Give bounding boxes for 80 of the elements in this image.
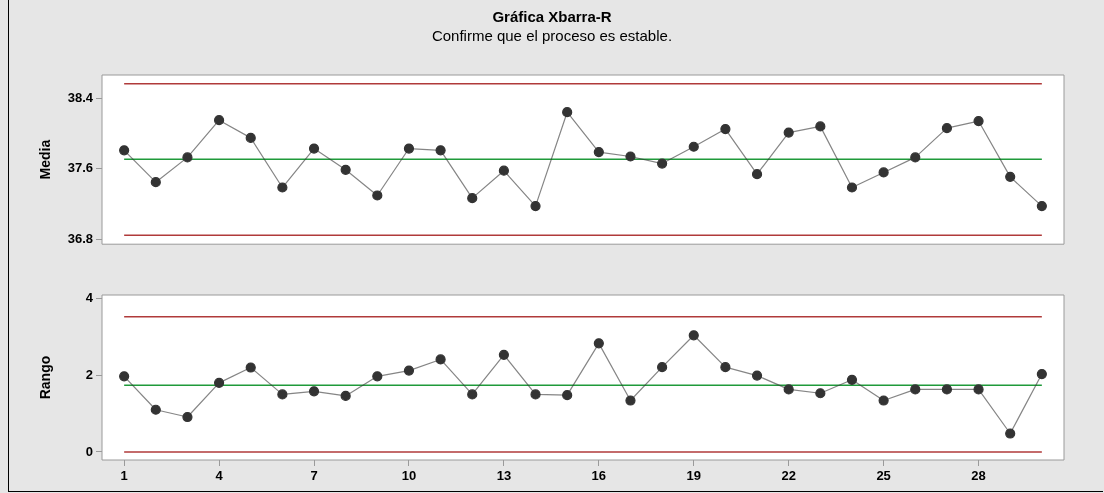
x-tick-label: 13 — [496, 468, 512, 484]
point — [435, 145, 446, 156]
y-tick-label: 36.8 — [67, 231, 93, 247]
point — [941, 123, 953, 134]
y-tick-label: 37.6 — [67, 160, 93, 176]
point — [150, 404, 161, 415]
y-tick-label: 2 — [85, 366, 93, 382]
y-axis-title: Media — [37, 139, 54, 180]
point — [878, 395, 889, 406]
point — [688, 330, 699, 341]
point — [688, 141, 699, 152]
point — [973, 384, 984, 395]
y-tick-label: 0 — [85, 443, 93, 459]
x-tick-label: 16 — [591, 468, 607, 484]
point — [403, 143, 415, 154]
point — [403, 365, 415, 376]
point — [941, 384, 953, 395]
point — [372, 371, 383, 382]
point — [467, 193, 478, 204]
point — [119, 371, 130, 382]
point — [657, 362, 668, 373]
point — [846, 182, 858, 193]
x-tick-label: 1 — [120, 468, 128, 484]
chart-title: Gráfica Xbarra-R — [491, 8, 613, 25]
point — [340, 390, 351, 402]
point — [720, 362, 731, 373]
y-axis-title: Rango — [37, 355, 54, 400]
point — [182, 152, 193, 163]
point — [277, 389, 288, 400]
point — [657, 158, 668, 169]
y-tick-label: 38.4 — [67, 89, 94, 105]
point — [625, 151, 636, 162]
x-tick-label: 19 — [686, 468, 701, 484]
point — [372, 190, 383, 201]
x-tick-label: 28 — [971, 468, 986, 484]
point — [308, 386, 320, 397]
point — [1005, 171, 1016, 182]
x-tick-label: 22 — [781, 468, 796, 484]
chart-subtitle: Confirme que el proceso es estable. — [430, 27, 674, 44]
point — [815, 121, 826, 132]
point — [910, 384, 921, 395]
point — [498, 165, 509, 176]
point — [562, 390, 573, 401]
point — [245, 132, 256, 143]
point — [878, 167, 889, 178]
point — [973, 115, 984, 127]
point — [846, 374, 858, 385]
point — [625, 395, 636, 406]
point — [530, 389, 541, 400]
point — [245, 362, 256, 373]
point — [1005, 428, 1016, 439]
point — [593, 338, 604, 349]
point — [910, 152, 921, 163]
x-tick-label: 25 — [876, 468, 891, 484]
point — [340, 164, 351, 175]
x-tick-label: 7 — [310, 468, 318, 484]
point — [150, 177, 161, 188]
point — [751, 370, 763, 381]
y-tick-label: 4 — [85, 290, 94, 306]
point — [182, 411, 193, 423]
point — [783, 127, 794, 138]
point — [277, 182, 288, 193]
point — [467, 389, 478, 400]
point — [213, 115, 225, 126]
point — [1036, 368, 1047, 380]
point — [783, 384, 794, 395]
point — [119, 145, 130, 156]
point — [213, 377, 225, 388]
point — [720, 123, 731, 135]
point — [593, 146, 604, 158]
point — [308, 143, 320, 154]
point — [530, 201, 541, 212]
point — [562, 107, 573, 118]
point — [751, 169, 763, 180]
point — [498, 349, 509, 360]
x-tick-label: 4 — [215, 468, 224, 484]
point — [1036, 201, 1047, 212]
point — [815, 388, 826, 399]
point — [435, 354, 446, 365]
x-tick-label: 10 — [401, 468, 417, 484]
